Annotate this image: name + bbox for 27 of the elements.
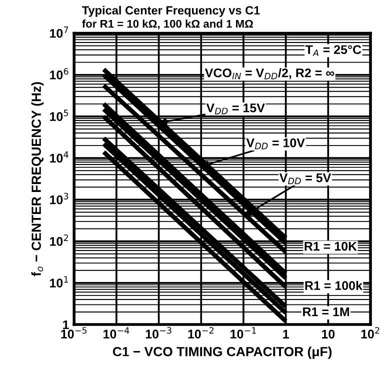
x-tick-label: 10$^{2}$ [361, 327, 380, 338]
x-tick-label: 10$^{−3}$ [146, 327, 172, 338]
x-tick-label: 1 [283, 330, 289, 338]
y-tick-label: 10$^{1}$ [50, 276, 68, 288]
annotation: VCO$_{IN}$ = V$_{DD}$/2, R2 = ∞ [204, 68, 334, 80]
y-axis-title: f$_{o}$ − CENTER FREQUENCY (Hz) [31, 82, 44, 276]
x-tick-label: 10 [322, 330, 335, 339]
annotation: T$_{A}$ = 25°C [305, 45, 362, 56]
annotation: R1 = 100k [305, 280, 362, 290]
y-tick-label: 10$^{7}$ [50, 26, 68, 38]
y-tick-label: 10$^{2}$ [50, 234, 68, 246]
x-tick-label: 10$^{−4}$ [104, 327, 130, 338]
x-axis-title: C1 − VCO TIMING CAPACITOR (μF) [112, 346, 332, 359]
chart-title: Typical Center Frequency vs C1 [82, 6, 260, 17]
y-tick-label: 10$^{6}$ [50, 68, 68, 80]
annotation: R1 = 10K [304, 242, 357, 251]
x-tick-label: 10$^{−1}$ [230, 327, 256, 338]
annotation: V$_{DD}$ = 10V [246, 138, 305, 150]
y-tick-label: 1 [63, 320, 69, 330]
annotation: V$_{DD}$ = 5V [279, 173, 332, 184]
chart-subtitle: for R1 = 10 kΩ, 100 kΩ and 1 MΩ [82, 20, 253, 30]
y-tick-label: 10$^{3}$ [50, 192, 68, 204]
x-tick-label: 10$^{−2}$ [188, 327, 214, 338]
annotation: R1 = 1M [303, 308, 349, 316]
y-tick-label: 10$^{5}$ [50, 110, 68, 122]
y-tick-label: 10$^{4}$ [50, 151, 68, 163]
annotation: V$_{DD}$ = 15V [206, 104, 265, 114]
